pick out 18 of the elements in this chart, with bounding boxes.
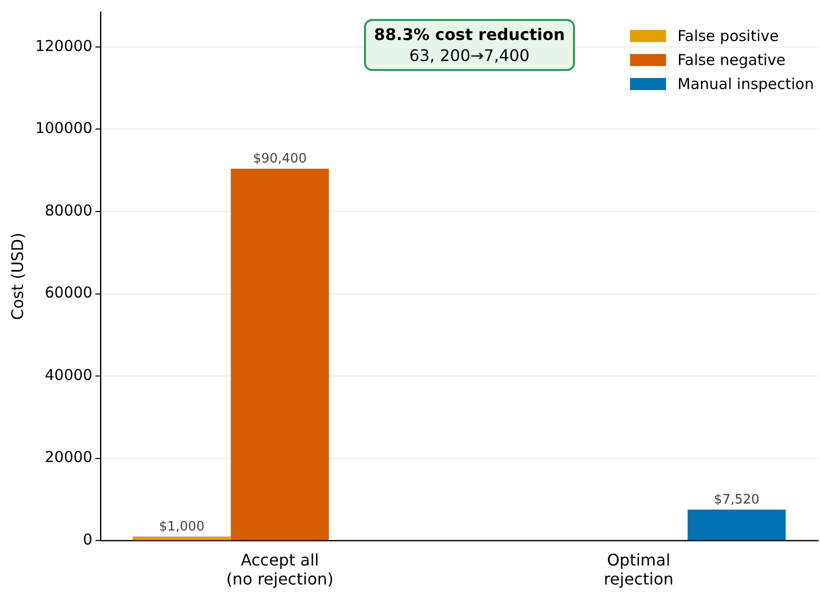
x-tick-label: Optimal rejection	[604, 550, 674, 589]
annotation: 88.3% cost reduction	[374, 24, 565, 45]
data-label: $7,520	[714, 492, 760, 508]
y-tick-label: 40000	[44, 366, 92, 384]
legend-label: Manual inspection	[678, 75, 814, 93]
y-tick-label: 80000	[44, 201, 92, 220]
y-axis-title: Cost (USD)	[8, 232, 27, 320]
y-tick-label: 0	[82, 530, 92, 548]
y-tick-label: 60000	[44, 284, 92, 302]
y-tick-label: 100000	[35, 119, 92, 138]
annotation: 63, 200→7,400	[408, 45, 531, 66]
y-tick-label: 120000	[35, 36, 92, 55]
data-label: $1,000	[159, 519, 205, 534]
legend-label: False positive	[678, 27, 779, 45]
legend-label: False negative	[678, 51, 786, 69]
x-tick-label: Accept all (no rejection)	[226, 550, 334, 589]
y-tick-label: 20000	[44, 448, 92, 466]
data-label: $90,400	[252, 152, 307, 167]
